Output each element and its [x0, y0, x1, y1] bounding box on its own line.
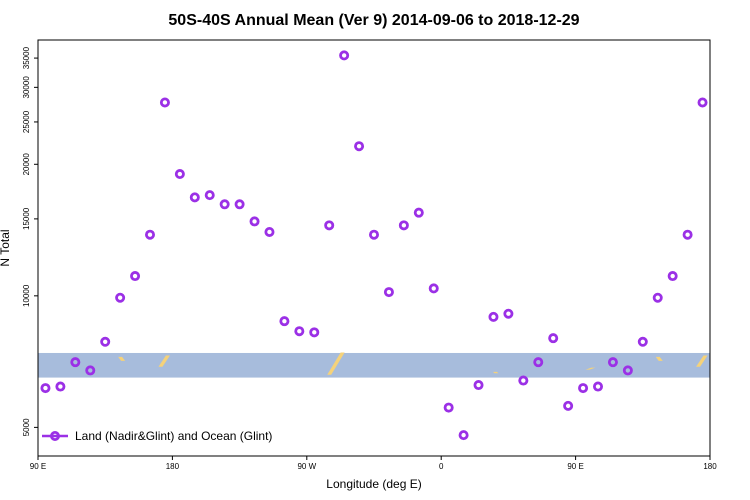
x-axis-ticks: 90 E 180 90 W 0 90 E 180	[30, 456, 717, 471]
data-point	[115, 292, 126, 303]
data-point	[294, 326, 305, 337]
data-point	[70, 357, 81, 368]
data-point	[204, 190, 215, 201]
data-point	[339, 50, 350, 61]
legend: Land (Nadir&Glint) and Ocean (Glint)	[42, 429, 272, 443]
data-point	[144, 229, 155, 240]
y-tick-label: 15000	[22, 207, 31, 230]
legend-label: Land (Nadir&Glint) and Ocean (Glint)	[75, 429, 272, 443]
data-point	[533, 357, 544, 368]
data-point	[652, 292, 663, 303]
y-tick-label: 5000	[22, 418, 31, 436]
data-point	[578, 383, 589, 394]
data-point	[503, 308, 514, 319]
latitude-band-layer	[38, 352, 710, 378]
data-point	[279, 316, 290, 327]
data-point	[607, 357, 618, 368]
data-point	[189, 192, 200, 203]
data-point	[309, 327, 320, 338]
data-point	[130, 271, 141, 282]
land-patch	[696, 355, 708, 367]
land-patch	[492, 371, 499, 374]
x-tick-label: 90 E	[30, 462, 46, 471]
plot-frame	[37, 39, 711, 457]
land-patch	[585, 367, 596, 370]
data-point	[324, 220, 335, 231]
y-tick-label: 20000	[22, 153, 31, 176]
data-point	[473, 380, 484, 391]
y-tick-label: 25000	[22, 110, 31, 133]
x-axis-label: Longitude (deg E)	[326, 477, 421, 491]
data-point	[428, 283, 439, 294]
data-point	[637, 336, 648, 347]
land-patch	[118, 356, 126, 361]
data-point	[682, 229, 693, 240]
data-point	[55, 381, 66, 392]
data-point	[593, 381, 604, 392]
land-patch	[158, 355, 170, 367]
y-axis-ticks: 5000 10000 15000 20000 25000 30000 35000	[22, 46, 38, 436]
data-point	[219, 199, 230, 210]
x-tick-label: 90 W	[297, 462, 316, 471]
latitude-band	[38, 352, 710, 378]
x-tick-label: 90 E	[567, 462, 583, 471]
data-point	[368, 229, 379, 240]
data-points-layer	[40, 50, 708, 441]
data-point	[518, 375, 529, 386]
land-patch	[327, 352, 345, 375]
x-tick-label: 0	[439, 462, 444, 471]
data-point	[100, 336, 111, 347]
land-patches-layer	[118, 352, 708, 375]
y-tick-label: 35000	[22, 46, 31, 69]
data-point	[398, 220, 409, 231]
data-point	[234, 199, 245, 210]
data-point	[174, 169, 185, 180]
x-tick-label: 180	[703, 462, 717, 471]
data-point	[354, 141, 365, 152]
legend-marker	[50, 430, 61, 441]
y-tick-label: 30000	[22, 76, 31, 99]
data-point	[159, 97, 170, 108]
data-point	[563, 400, 574, 411]
y-tick-label: 10000	[22, 284, 31, 307]
data-point	[622, 365, 633, 376]
data-point	[383, 287, 394, 298]
data-point	[249, 216, 260, 227]
plot-area	[38, 40, 710, 456]
y-axis-label: N Total	[0, 229, 12, 266]
data-point	[264, 226, 275, 237]
data-point	[458, 430, 469, 441]
data-point	[548, 333, 559, 344]
data-point	[697, 97, 708, 108]
data-point	[667, 271, 678, 282]
data-point	[488, 311, 499, 322]
data-point	[85, 365, 96, 376]
x-tick-label: 180	[166, 462, 180, 471]
data-point	[40, 383, 51, 394]
land-patch	[655, 356, 663, 361]
data-point	[413, 207, 424, 218]
chart-title: 50S-40S Annual Mean (Ver 9) 2014-09-06 t…	[168, 12, 579, 29]
data-point	[443, 402, 454, 413]
